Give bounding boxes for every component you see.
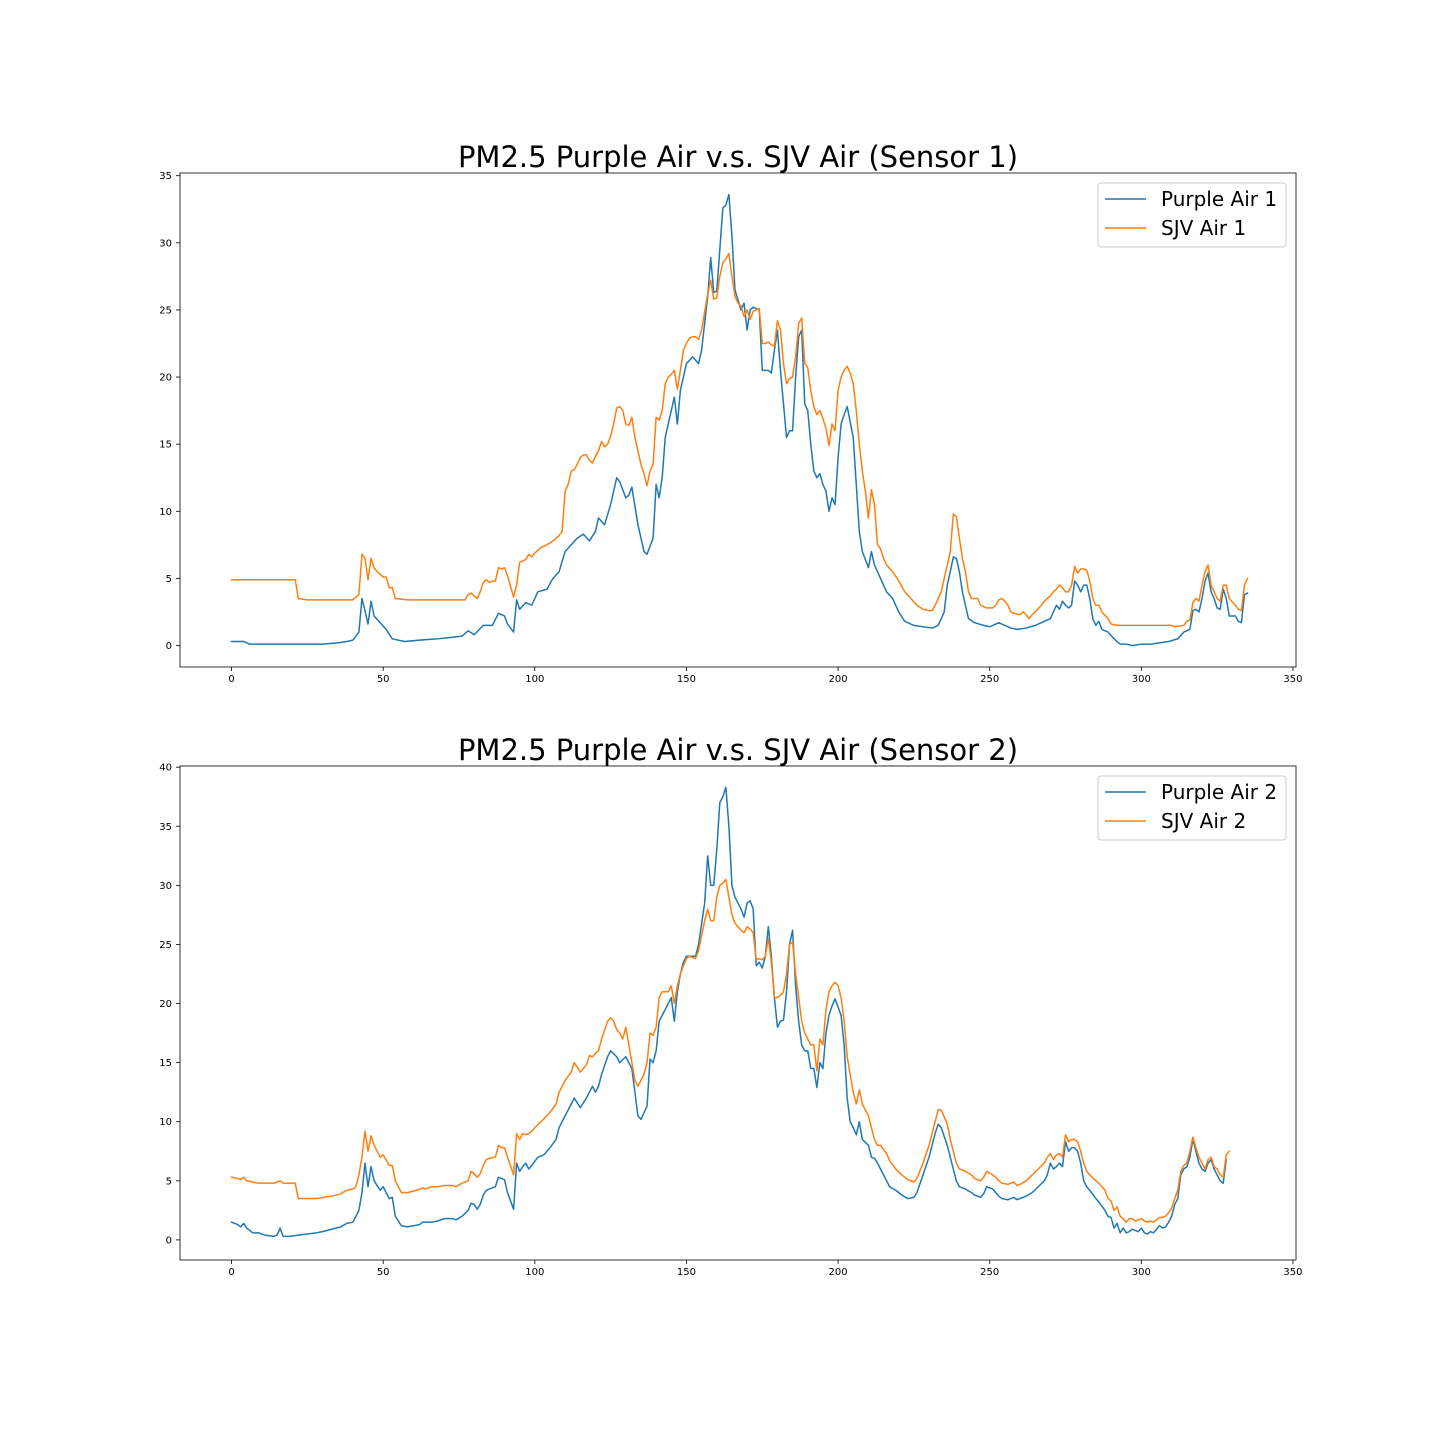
x-tick-label: 350 [1283, 674, 1302, 685]
axes-frame [179, 765, 1297, 1261]
x-tick-label: 0 [228, 674, 234, 685]
y-tick-label: 35 [159, 822, 172, 833]
y-tick-label: 15 [159, 1058, 172, 1069]
y-tick-label: 20 [159, 999, 172, 1010]
y-tick-label: 40 [159, 763, 172, 774]
legend-label: SJV Air 2 [1161, 809, 1246, 833]
x-tick-label: 50 [377, 1267, 390, 1278]
y-tick-label: 30 [159, 881, 172, 892]
y-tick-label: 20 [159, 373, 172, 384]
legend-label: SJV Air 1 [1161, 216, 1246, 240]
x-tick-label: 100 [525, 674, 544, 685]
x-tick-label: 300 [1132, 1267, 1151, 1278]
series-line-sjv-air-2 [230, 878, 1231, 1223]
series-line-purple-air-2 [230, 786, 1228, 1238]
x-tick-label: 200 [829, 1267, 848, 1278]
axes-frame [179, 172, 1297, 668]
x-tick-label: 0 [228, 1267, 234, 1278]
series-line-sjv-air-1 [230, 252, 1249, 628]
y-tick-label: 25 [159, 305, 172, 316]
chart-panel-2: PM2.5 Purple Air v.s. SJV Air (Sensor 2)… [159, 733, 1302, 1278]
x-tick-label: 100 [525, 1267, 544, 1278]
chart-panel-1: PM2.5 Purple Air v.s. SJV Air (Sensor 1)… [159, 140, 1302, 685]
chart-title: PM2.5 Purple Air v.s. SJV Air (Sensor 1) [458, 140, 1018, 174]
x-tick-label: 50 [377, 674, 390, 685]
y-tick-label: 35 [159, 171, 172, 182]
y-tick-label: 10 [159, 1117, 172, 1128]
x-tick-label: 250 [980, 1267, 999, 1278]
legend: Purple Air 1 SJV Air 1 [1097, 182, 1287, 248]
y-tick-label: 0 [166, 1235, 172, 1246]
legend-label: Purple Air 2 [1161, 780, 1277, 804]
series-line-purple-air-1 [230, 193, 1249, 647]
chart-title: PM2.5 Purple Air v.s. SJV Air (Sensor 2) [458, 733, 1018, 767]
y-tick-label: 5 [166, 574, 172, 585]
y-tick-label: 0 [166, 641, 172, 652]
y-tick-label: 10 [159, 507, 172, 518]
y-tick-label: 30 [159, 238, 172, 249]
x-tick-label: 200 [829, 674, 848, 685]
y-tick-label: 25 [159, 940, 172, 951]
x-tick-label: 150 [677, 1267, 696, 1278]
legend-label: Purple Air 1 [1161, 187, 1277, 211]
x-tick-label: 300 [1132, 674, 1151, 685]
x-tick-label: 250 [980, 674, 999, 685]
x-tick-label: 350 [1283, 1267, 1302, 1278]
y-tick-label: 15 [159, 440, 172, 451]
legend: Purple Air 2 SJV Air 2 [1097, 775, 1287, 841]
y-tick-label: 5 [166, 1176, 172, 1187]
x-tick-label: 150 [677, 674, 696, 685]
